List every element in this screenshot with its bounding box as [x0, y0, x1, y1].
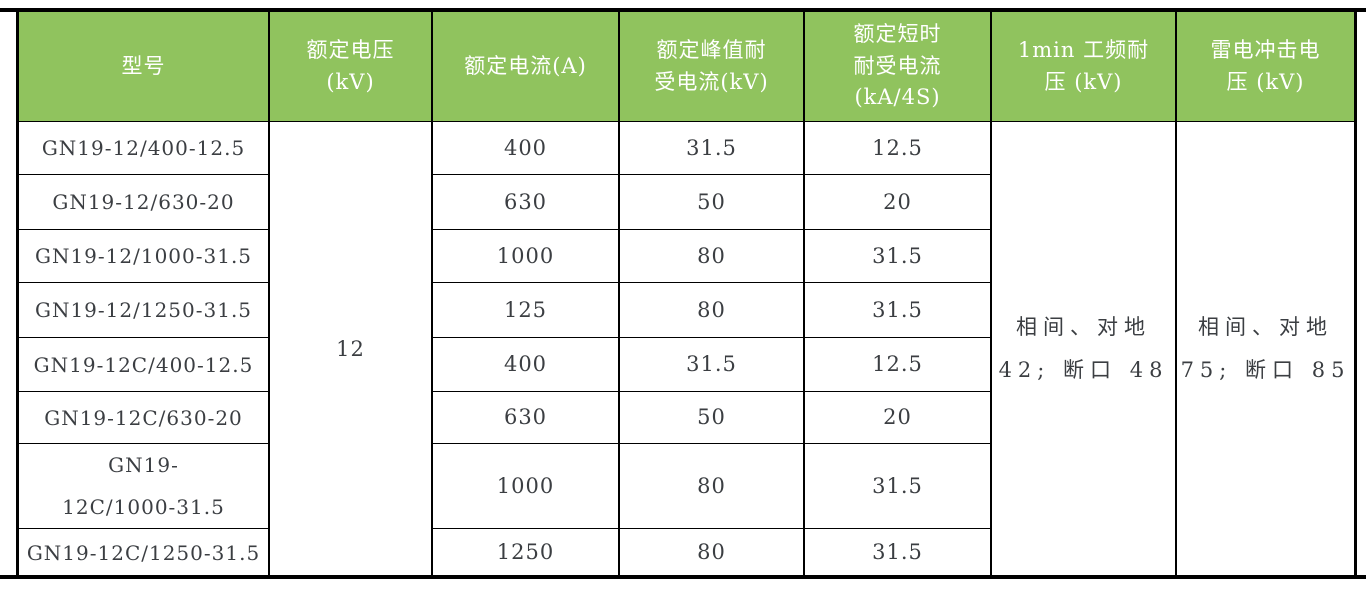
table-bottom-border: [0, 575, 1366, 579]
peak-withstand-cell: 80: [620, 529, 805, 577]
col-header-short-time-withstand-current: 额定短时 耐受电流 (kA/4S): [805, 12, 992, 122]
header-row: 型号 额定电压 (kV) 额定电流(A) 额定峰值耐 受电流(kV) 额定短时 …: [19, 12, 1357, 122]
model-cell: GN19-12/1000-31.5: [19, 230, 270, 283]
rated-current-cell: 1000: [433, 444, 620, 529]
col-header-rated-voltage: 额定电压 (kV): [270, 12, 433, 122]
rated-voltage-merged-cell: 12: [270, 122, 433, 577]
table-row: GN19-12C/400-12.5 400 31.5 12.5: [19, 338, 1357, 392]
col-header-rated-current: 额定电流(A): [433, 12, 620, 122]
peak-withstand-cell: 50: [620, 392, 805, 444]
model-cell: GN19-12C/1250-31.5: [19, 529, 270, 577]
lightning-impulse-merged-cell: 相间、对地 75; 断口 85: [1177, 122, 1357, 577]
col-header-power-frequency-withstand-voltage: 1min 工频耐 压 (kV): [992, 12, 1177, 122]
table-row: GN19-12/630-20 630 50 20: [19, 175, 1357, 230]
table-row: GN19-12/1000-31.5 1000 80 31.5: [19, 230, 1357, 283]
rated-current-cell: 1250: [433, 529, 620, 577]
table-row: GN19-12/400-12.5 12 400 31.5 12.5 相间、对地 …: [19, 122, 1357, 577]
rated-current-cell: 400: [433, 122, 620, 175]
model-cell: GN19-12C/400-12.5: [19, 338, 270, 392]
rated-current-cell: 630: [433, 175, 620, 230]
table-row: GN19-12/1250-31.5 125 80 31.5: [19, 283, 1357, 338]
model-cell: GN19-12/1250-31.5: [19, 283, 270, 338]
model-cell: GN19-12C/630-20: [19, 392, 270, 444]
spec-table: 型号 额定电压 (kV) 额定电流(A) 额定峰值耐 受电流(kV) 额定短时 …: [16, 12, 1357, 577]
short-time-withstand-cell: 31.5: [805, 283, 992, 338]
model-cell: GN19-12/400-12.5: [19, 122, 270, 175]
model-cell: GN19-12/630-20: [19, 175, 270, 230]
power-frequency-withstand-merged-cell: 相间、对地 42; 断口 48: [992, 122, 1177, 577]
peak-withstand-cell: 31.5: [620, 338, 805, 392]
peak-withstand-cell: 31.5: [620, 122, 805, 175]
short-time-withstand-cell: 12.5: [805, 338, 992, 392]
model-cell: GN19- 12C/1000-31.5: [19, 444, 270, 529]
table-row: GN19-12C/630-20 630 50 20: [19, 392, 1357, 444]
col-header-lightning-impulse-voltage: 雷电冲击电 压 (kV): [1177, 12, 1357, 122]
peak-withstand-cell: 80: [620, 283, 805, 338]
peak-withstand-cell: 80: [620, 230, 805, 283]
table-row: GN19-12C/1250-31.5 1250 80 31.5: [19, 529, 1357, 577]
short-time-withstand-cell: 12.5: [805, 122, 992, 175]
table-row: GN19- 12C/1000-31.5 1000 80 31.5: [19, 444, 1357, 529]
table-top-border: [0, 8, 1366, 12]
peak-withstand-cell: 50: [620, 175, 805, 230]
short-time-withstand-cell: 20: [805, 175, 992, 230]
rated-current-cell: 400: [433, 338, 620, 392]
rated-current-cell: 630: [433, 392, 620, 444]
col-header-model: 型号: [19, 12, 270, 122]
short-time-withstand-cell: 31.5: [805, 230, 992, 283]
col-header-peak-withstand-current: 额定峰值耐 受电流(kV): [620, 12, 805, 122]
short-time-withstand-cell: 20: [805, 392, 992, 444]
short-time-withstand-cell: 31.5: [805, 444, 992, 529]
short-time-withstand-cell: 31.5: [805, 529, 992, 577]
peak-withstand-cell: 80: [620, 444, 805, 529]
rated-current-cell: 1000: [433, 230, 620, 283]
rated-current-cell: 125: [433, 283, 620, 338]
